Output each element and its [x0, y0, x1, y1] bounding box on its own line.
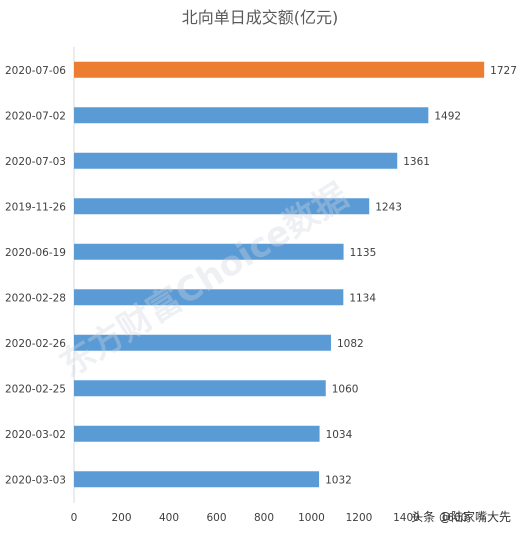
bar [74, 107, 429, 124]
category-label: 2020-03-02 [5, 429, 66, 441]
category-label: 2020-02-25 [5, 383, 66, 395]
bar [74, 152, 398, 169]
category-label: 2020-03-03 [5, 474, 66, 486]
category-label: 2020-02-26 [5, 338, 66, 350]
bar [74, 334, 331, 351]
credit-text: 头条 @陆家嘴大先 [411, 509, 511, 524]
bars-group: 2020-07-06 1727 2020-07-02 1492 2020-07-03 13… [5, 61, 517, 488]
bar [74, 243, 344, 260]
data-label: 1361 [403, 156, 430, 168]
data-label: 1082 [337, 338, 364, 350]
bar [74, 289, 344, 306]
x-tick-label: 600 [206, 512, 226, 524]
data-label: 1243 [375, 201, 402, 213]
x-tick-label: 800 [254, 512, 274, 524]
bar [74, 198, 370, 215]
category-label: 2020-07-06 [5, 65, 66, 77]
category-label: 2019-11-26 [5, 201, 66, 213]
x-tick-label: 1400 [393, 512, 420, 524]
category-label: 2020-07-02 [5, 110, 66, 122]
data-label: 1727 [490, 65, 517, 77]
data-label: 1492 [434, 110, 461, 122]
data-label: 1032 [325, 474, 352, 486]
bar [74, 61, 485, 78]
x-tick-label: 1600 [441, 512, 468, 524]
data-label: 1034 [326, 429, 353, 441]
x-tick-label: 1200 [346, 512, 373, 524]
x-tick-label: 200 [111, 512, 131, 524]
data-label: 1135 [350, 247, 377, 259]
category-label: 2020-06-19 [5, 247, 66, 259]
data-label: 1060 [332, 383, 359, 395]
x-tick-label: 1000 [298, 512, 325, 524]
bar [74, 425, 320, 442]
data-label: 1134 [349, 292, 376, 304]
category-label: 2020-07-03 [5, 156, 66, 168]
chart-title: 北向单日成交额(亿元) [182, 8, 339, 27]
bar [74, 471, 320, 488]
x-tick-label: 0 [71, 512, 78, 524]
x-tick-label: 400 [159, 512, 179, 524]
x-axis-ticks: 0 200 400 600 800 1000 1200 1400 1600 [71, 512, 468, 524]
bar [74, 380, 326, 397]
category-label: 2020-02-28 [5, 292, 66, 304]
